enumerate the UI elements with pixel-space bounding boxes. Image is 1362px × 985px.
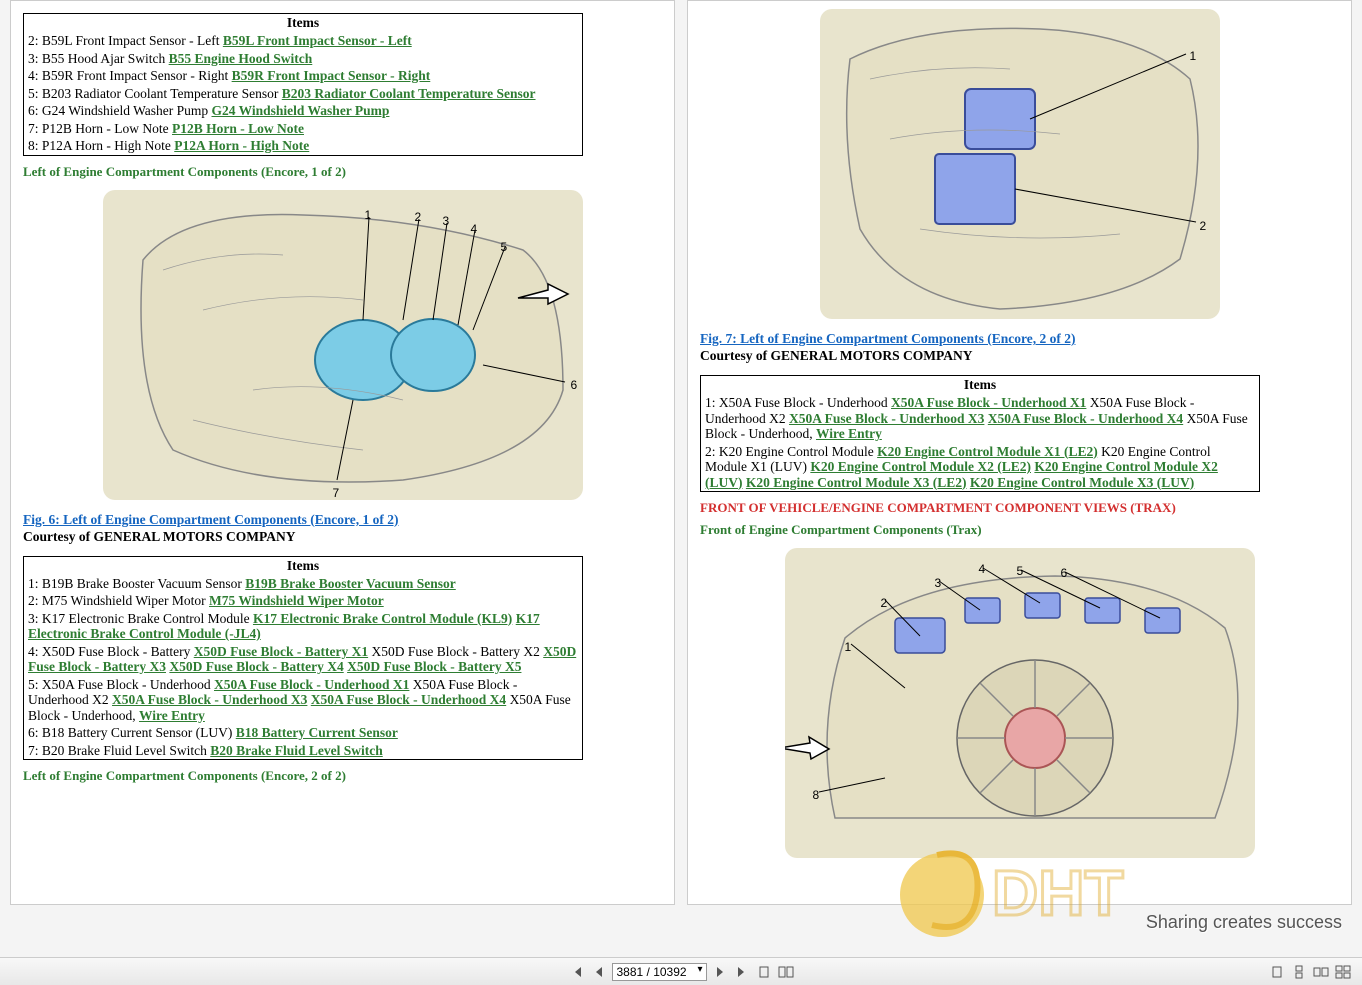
callout-number: 5 [501, 240, 508, 254]
item-link[interactable]: M75 Windshield Wiper Motor [209, 593, 384, 608]
item-link[interactable]: B20 Brake Fluid Level Switch [210, 743, 383, 758]
items-cell: 4: B59R Front Impact Sensor - Right B59R… [24, 67, 583, 85]
callout-number: 4 [979, 562, 986, 576]
item-link[interactable]: K20 Engine Control Module X1 (LE2) [877, 444, 1098, 459]
item-link[interactable]: K17 Electronic Brake Control Module (KL9… [253, 611, 512, 626]
single-page-icon[interactable] [755, 963, 773, 981]
callout-number: 1 [365, 208, 372, 222]
item-link[interactable]: X50A Fuse Block - Underhood X4 [311, 692, 506, 707]
view-two-continuous-icon[interactable] [1334, 963, 1352, 981]
item-link[interactable]: Wire Entry [139, 708, 205, 723]
callout-number: 6 [1061, 566, 1068, 580]
callout-number: 2 [881, 596, 888, 610]
items-cell: 6: G24 Windshield Washer Pump G24 Windsh… [24, 102, 583, 120]
item-link[interactable]: X50A Fuse Block - Underhood X3 [789, 411, 984, 426]
diagram-1: 1 2 3 4 5 6 7 [103, 190, 583, 500]
items-cell: 2: K20 Engine Control Module K20 Engine … [701, 443, 1260, 492]
items-cell: 7: P12B Horn - Low Note P12B Horn - Low … [24, 120, 583, 138]
item-link[interactable]: X50A Fuse Block - Underhood X4 [988, 411, 1183, 426]
facing-page-icon[interactable] [777, 963, 795, 981]
callout-number: 3 [935, 576, 942, 590]
items-cell: 5: X50A Fuse Block - Underhood X50A Fuse… [24, 676, 583, 725]
item-link[interactable]: X50D Fuse Block - Battery X4 [169, 659, 343, 674]
figure-7-link[interactable]: Fig. 7: Left of Engine Compartment Compo… [700, 331, 1075, 346]
item-link[interactable]: K20 Engine Control Module X2 (LE2) [810, 459, 1031, 474]
items-cell: 8: P12A Horn - High Note P12A Horn - Hig… [24, 137, 583, 155]
item-link[interactable]: B203 Radiator Coolant Temperature Sensor [282, 86, 536, 101]
section-heading-2: Left of Engine Compartment Components (E… [23, 768, 662, 784]
callout-number: 8 [813, 788, 820, 802]
right-page: 12 Fig. 7: Left of Engine Compartment Co… [687, 0, 1352, 905]
item-link[interactable]: P12B Horn - Low Note [172, 121, 304, 136]
callout-number: 7 [333, 486, 340, 500]
item-link[interactable]: B59L Front Impact Sensor - Left [223, 33, 412, 48]
item-link[interactable]: X50A Fuse Block - Underhood X1 [891, 395, 1086, 410]
items-cell: 3: B55 Hood Ajar Switch B55 Engine Hood … [24, 50, 583, 68]
items-cell: 5: B203 Radiator Coolant Temperature Sen… [24, 85, 583, 103]
figure-6-link[interactable]: Fig. 6: Left of Engine Compartment Compo… [23, 512, 398, 527]
items-cell: 2: M75 Windshield Wiper Motor M75 Windsh… [24, 592, 583, 610]
item-link[interactable]: X50A Fuse Block - Underhood X3 [112, 692, 307, 707]
items-table-1: Items 2: B59L Front Impact Sensor - Left… [23, 13, 583, 156]
callout-number: 3 [443, 214, 450, 228]
item-link[interactable]: B18 Battery Current Sensor [236, 725, 398, 740]
item-link[interactable]: K20 Engine Control Module X3 (LE2) [746, 475, 967, 490]
items-cell: 2: B59L Front Impact Sensor - Left B59L … [24, 32, 583, 50]
view-single-icon[interactable] [1268, 963, 1286, 981]
callout-number: 2 [415, 210, 422, 224]
callout-number: 6 [571, 378, 578, 392]
view-two-page-icon[interactable] [1312, 963, 1330, 981]
section-heading-3: Front of Engine Compartment Components (… [700, 522, 1339, 538]
item-link[interactable]: K20 Engine Control Module X3 (LUV) [970, 475, 1194, 490]
item-link[interactable]: X50D Fuse Block - Battery X1 [194, 644, 368, 659]
item-link[interactable]: X50A Fuse Block - Underhood X1 [214, 677, 409, 692]
items-table-3: Items 1: X50A Fuse Block - Underhood X50… [700, 375, 1260, 492]
items-cell: 6: B18 Battery Current Sensor (LUV) B18 … [24, 724, 583, 742]
item-link[interactable]: B59R Front Impact Sensor - Right [232, 68, 431, 83]
diagram-2: 12 [820, 9, 1220, 319]
callout-number: 2 [1200, 219, 1207, 233]
callout-number: 4 [471, 222, 478, 236]
red-heading: FRONT OF VEHICLE/ENGINE COMPARTMENT COMP… [700, 500, 1339, 516]
item-link[interactable]: Wire Entry [816, 426, 882, 441]
items-header: Items [24, 556, 583, 575]
items-header: Items [24, 14, 583, 33]
items-cell: 1: B19B Brake Booster Vacuum Sensor B19B… [24, 575, 583, 593]
diagram-3: 1 2 3 4 5 6 8 [785, 548, 1255, 858]
items-header: Items [701, 376, 1260, 395]
section-heading-1: Left of Engine Compartment Components (E… [23, 164, 662, 180]
items-cell: 7: B20 Brake Fluid Level Switch B20 Brak… [24, 742, 583, 760]
toolbar: 3881 / 10392 [0, 957, 1362, 985]
item-link[interactable]: G24 Windshield Washer Pump [212, 103, 390, 118]
watermark-text: Sharing creates success [1146, 912, 1342, 933]
view-continuous-icon[interactable] [1290, 963, 1308, 981]
courtesy-2: Courtesy of GENERAL MOTORS COMPANY [700, 348, 973, 363]
callout-number: 1 [1190, 49, 1197, 63]
item-link[interactable]: X50D Fuse Block - Battery X5 [347, 659, 521, 674]
callout-number: 1 [845, 640, 852, 654]
first-page-button[interactable] [568, 963, 586, 981]
item-link[interactable]: P12A Horn - High Note [174, 138, 309, 153]
callout-number: 5 [1017, 564, 1024, 578]
left-page: Items 2: B59L Front Impact Sensor - Left… [10, 0, 675, 905]
items-table-2: Items 1: B19B Brake Booster Vacuum Senso… [23, 556, 583, 761]
items-cell: 3: K17 Electronic Brake Control Module K… [24, 610, 583, 643]
next-page-button[interactable] [711, 963, 729, 981]
prev-page-button[interactable] [590, 963, 608, 981]
page-select[interactable]: 3881 / 10392 [612, 963, 707, 981]
items-cell: 4: X50D Fuse Block - Battery X50D Fuse B… [24, 643, 583, 676]
last-page-button[interactable] [733, 963, 751, 981]
item-link[interactable]: B19B Brake Booster Vacuum Sensor [245, 576, 456, 591]
items-cell: 1: X50A Fuse Block - Underhood X50A Fuse… [701, 394, 1260, 443]
courtesy-1: Courtesy of GENERAL MOTORS COMPANY [23, 529, 296, 544]
item-link[interactable]: B55 Engine Hood Switch [169, 51, 313, 66]
